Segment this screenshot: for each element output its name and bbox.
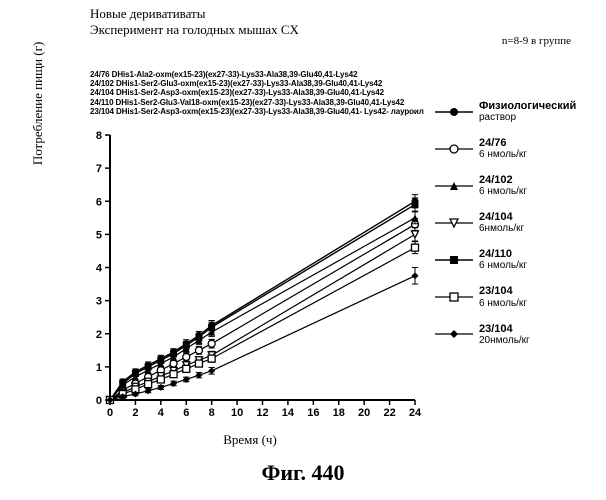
legend-marker [435, 216, 473, 230]
svg-text:1: 1 [96, 362, 102, 374]
legend-entry: 24/766 нмоль/кг [435, 137, 600, 160]
chart: 024681012141618202224012345678 [80, 130, 420, 430]
svg-text:4: 4 [158, 407, 165, 419]
svg-text:4: 4 [96, 263, 103, 275]
legend-marker [435, 327, 473, 341]
svg-text:2: 2 [132, 407, 138, 419]
title-line1: Новые деривативаты [90, 6, 299, 22]
y-axis-label: Потребление пищи (г) [30, 0, 46, 130]
legend-label: 24/1106 нмоль/кг [479, 248, 527, 271]
legend-marker [435, 142, 473, 156]
svg-text:7: 7 [96, 163, 102, 175]
group-note: n=8-9 в группе [502, 35, 571, 47]
legend-marker [435, 290, 473, 304]
peptide-sequence-list: 24/76 DHis1-Ala2-oxm(ex15-23)(ex27-33)-L… [90, 70, 424, 116]
x-axis-label: Время (ч) [80, 432, 420, 448]
peptide-sequence: 24/110 DHis1-Ser2-Glu3-Val18-oxm(ex15-23… [90, 98, 424, 107]
legend-entry: 24/1026 нмоль/кг [435, 174, 600, 197]
svg-text:6: 6 [183, 407, 189, 419]
legend-entry: 23/10420нмоль/кг [435, 323, 600, 346]
legend-label: 24/766 нмоль/кг [479, 137, 527, 160]
svg-text:12: 12 [256, 407, 268, 419]
legend-label: 23/1046 нмоль/кг [479, 285, 527, 308]
svg-text:5: 5 [96, 229, 102, 241]
svg-text:18: 18 [333, 407, 345, 419]
peptide-sequence: 24/104 DHis1-Ser2-Asp3-oxm(ex15-23)(ex27… [90, 88, 424, 97]
svg-text:14: 14 [282, 407, 295, 419]
legend-label: 24/1026 нмоль/кг [479, 174, 527, 197]
peptide-sequence: 24/102 DHis1-Ser2-Glu3-oxm(ex15-23)(ex27… [90, 79, 424, 88]
legend: Физиологическийраствор 24/766 нмоль/кг 24/… [435, 100, 600, 360]
page: Новые деривативаты Эксперимент на голодн… [0, 0, 606, 500]
legend-label: 24/1046нмоль/кг [479, 211, 524, 234]
svg-text:24: 24 [409, 407, 422, 419]
legend-entry: Физиологическийраствор [435, 100, 600, 123]
svg-text:0: 0 [107, 407, 113, 419]
peptide-sequence: 24/76 DHis1-Ala2-oxm(ex15-23)(ex27-33)-L… [90, 70, 424, 79]
svg-text:8: 8 [209, 407, 215, 419]
svg-text:2: 2 [96, 329, 102, 341]
legend-entry: 23/1046 нмоль/кг [435, 285, 600, 308]
svg-text:20: 20 [358, 407, 370, 419]
y-axis-label-text: Потребление пищи (г) [30, 42, 46, 165]
svg-text:0: 0 [96, 395, 102, 407]
title-block: Новые деривативаты Эксперимент на голодн… [90, 6, 299, 39]
legend-marker [435, 105, 473, 119]
svg-text:3: 3 [96, 296, 102, 308]
chart-svg: 024681012141618202224012345678 [80, 130, 420, 430]
legend-marker [435, 253, 473, 267]
svg-text:22: 22 [383, 407, 395, 419]
svg-text:16: 16 [307, 407, 319, 419]
svg-text:8: 8 [96, 130, 102, 142]
legend-label: Физиологическийраствор [479, 100, 576, 123]
figure-caption: Фиг. 440 [0, 460, 606, 486]
peptide-sequence: 23/104 DHis1-Ser2-Asp3-oxm(ex15-23)(ex27… [90, 107, 424, 116]
title-line2: Эксперимент на голодных мышах CX [90, 22, 299, 38]
legend-label: 23/10420нмоль/кг [479, 323, 530, 346]
legend-entry: 24/1106 нмоль/кг [435, 248, 600, 271]
svg-text:10: 10 [231, 407, 243, 419]
legend-marker [435, 179, 473, 193]
svg-text:6: 6 [96, 196, 102, 208]
legend-entry: 24/1046нмоль/кг [435, 211, 600, 234]
